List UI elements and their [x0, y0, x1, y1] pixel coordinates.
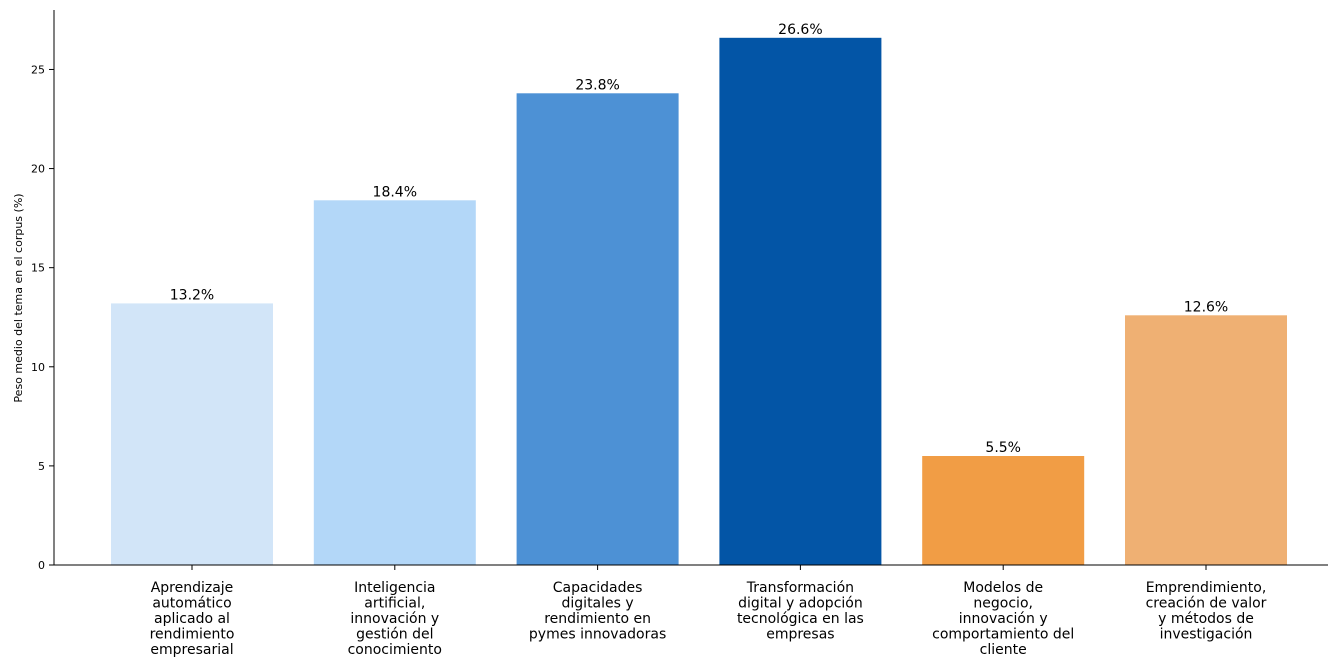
x-tick-label-line: innovación y [959, 611, 1048, 627]
x-tick-label-4: Transformación digital y adopción tecnológ… [737, 580, 864, 643]
bar-data-label-6: 12.6% [1184, 299, 1228, 315]
y-axis-title: Peso medio del tema en el corpus (%) [12, 193, 25, 402]
x-tick-label-line: rendimiento en [544, 611, 651, 627]
bars-group [111, 37, 1287, 566]
bar-5 [922, 456, 1085, 565]
x-tick-label-line: empresarial [150, 642, 233, 658]
bar-6 [1125, 315, 1287, 566]
x-tick-label-line: automático [152, 596, 231, 612]
x-tick-label-2: Inteligencia artificial, innovación y gesti… [348, 580, 442, 658]
x-tick-label-1: Aprendizaje automático aplicado al rendimie… [150, 580, 235, 658]
y-tick-label-10: 10 [31, 361, 45, 374]
data-labels-group: 13.2% 18.4% 23.8% 26.6% 5.5% 12.6% [170, 22, 1228, 456]
x-tick-label-line: comportamiento del [932, 627, 1074, 643]
bar-data-label-5: 5.5% [985, 440, 1021, 456]
bar-1 [111, 303, 273, 565]
x-tick-label-line: pymes innovadoras [529, 627, 666, 643]
x-tick-label-6: Emprendimiento, creación de valor y método… [1146, 580, 1267, 643]
y-tick-label-20: 20 [31, 163, 45, 176]
x-tick-label-5: Modelos de negocio, innovación y comportami… [932, 580, 1074, 658]
y-tick-label-15: 15 [31, 262, 45, 275]
x-axis: Aprendizaje automático aplicado al rendimie… [54, 564, 1328, 658]
y-tick-label-5: 5 [38, 460, 45, 473]
bar-2 [313, 200, 476, 566]
x-tick-label-line: Inteligencia [354, 580, 435, 596]
x-tick-label-line: creación de valor [1146, 596, 1267, 612]
x-tick-label-line: Modelos de [963, 580, 1043, 596]
x-tick-label-line: Capacidades [553, 580, 643, 596]
x-tick-label-3: Capacidades digitales y rendimiento en pyme… [529, 580, 666, 643]
x-tick-label-line: Emprendimiento, [1146, 580, 1267, 596]
y-tick-label-0: 0 [38, 559, 45, 572]
y-axis: 0 5 10 15 20 25 [31, 10, 55, 572]
x-tick-label-line: conocimiento [348, 642, 442, 658]
bar-4 [719, 37, 882, 566]
x-tick-label-line: tecnológica en las [737, 611, 864, 627]
y-tick-label-25: 25 [31, 63, 45, 76]
x-tick-label-line: gestión del [356, 627, 433, 643]
bar-data-label-2: 18.4% [373, 184, 417, 200]
bar-data-label-4: 26.6% [778, 22, 822, 38]
x-tick-label-line: innovación y [350, 611, 439, 627]
x-tick-label-line: aplicado al [154, 611, 230, 627]
x-tick-label-line: digitales y [562, 596, 634, 612]
bar-data-label-3: 23.8% [575, 77, 619, 93]
x-tick-label-line: y métodos de [1158, 611, 1254, 627]
x-tick-label-line: digital y adopción [738, 596, 863, 612]
x-tick-label-line: rendimiento [150, 627, 235, 643]
x-tick-label-line: investigación [1160, 627, 1253, 643]
x-tick-label-line: artificial, [364, 596, 425, 612]
x-tick-label-line: empresas [766, 627, 834, 643]
bar-3 [516, 93, 679, 566]
x-tick-label-line: cliente [980, 642, 1027, 658]
bar-data-label-1: 13.2% [170, 287, 214, 303]
x-tick-label-line: Aprendizaje [151, 580, 234, 596]
x-tick-label-line: Transformación [746, 580, 854, 596]
x-tick-label-line: negocio, [973, 596, 1033, 612]
